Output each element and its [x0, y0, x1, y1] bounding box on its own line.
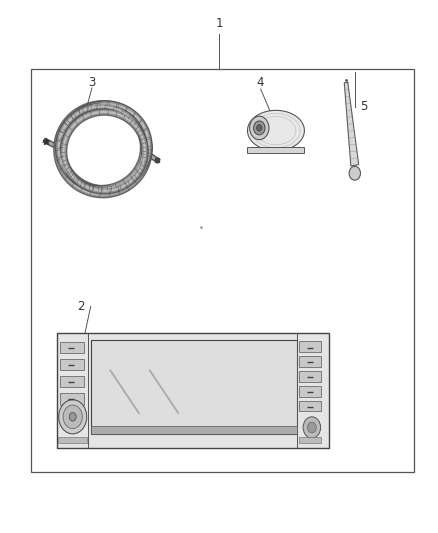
Bar — [60, 376, 84, 387]
Text: 1: 1 — [215, 18, 223, 30]
Circle shape — [69, 413, 76, 421]
Bar — [91, 340, 297, 434]
Circle shape — [63, 405, 82, 429]
Bar — [299, 356, 321, 367]
Text: 3: 3 — [88, 76, 95, 89]
Circle shape — [254, 121, 265, 135]
Circle shape — [250, 116, 269, 140]
Circle shape — [59, 400, 87, 434]
Bar — [60, 393, 84, 405]
Circle shape — [349, 166, 360, 180]
Text: 5: 5 — [360, 100, 367, 113]
Bar — [31, 69, 414, 472]
Bar — [91, 426, 297, 434]
Bar — [299, 341, 321, 352]
Circle shape — [303, 417, 321, 438]
Bar — [58, 437, 87, 443]
Polygon shape — [344, 82, 359, 166]
Bar — [60, 342, 84, 353]
Polygon shape — [247, 110, 304, 151]
Circle shape — [307, 422, 316, 433]
Bar — [299, 371, 321, 382]
Bar — [299, 401, 321, 411]
Bar — [247, 147, 304, 153]
Text: 4: 4 — [257, 76, 265, 89]
Bar — [57, 333, 328, 448]
Text: 2: 2 — [77, 300, 85, 313]
Bar — [299, 386, 321, 397]
Bar — [60, 359, 84, 370]
Circle shape — [257, 125, 262, 131]
Bar — [299, 437, 321, 443]
